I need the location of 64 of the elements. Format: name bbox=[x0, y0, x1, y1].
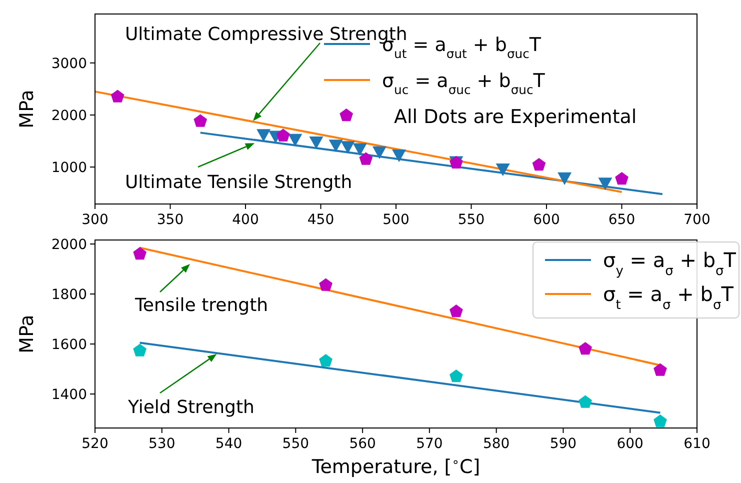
point bbox=[578, 395, 592, 408]
x-tick-label: 530 bbox=[148, 436, 176, 452]
x-tick-label: 560 bbox=[349, 436, 376, 452]
point bbox=[372, 146, 386, 159]
y-tick-label: 1000 bbox=[51, 160, 87, 176]
x-tick-label: 540 bbox=[215, 436, 242, 452]
point bbox=[288, 134, 302, 146]
x-tick-label: 520 bbox=[82, 436, 108, 452]
point bbox=[340, 108, 353, 122]
x-tick-label: 700 bbox=[684, 212, 710, 228]
point bbox=[328, 140, 343, 152]
x-tick-label: 600 bbox=[533, 212, 560, 228]
point bbox=[654, 414, 667, 428]
x-axis-title: Temperature, [$^{∘}$C] bbox=[310, 455, 480, 478]
point bbox=[133, 344, 146, 356]
point bbox=[340, 141, 355, 154]
point bbox=[319, 278, 332, 291]
point bbox=[598, 178, 612, 190]
x-tick-label: 600 bbox=[616, 436, 644, 452]
y-axis-title: MPa bbox=[16, 314, 38, 354]
x-tick-label: 610 bbox=[684, 436, 710, 452]
point bbox=[654, 363, 667, 376]
point bbox=[532, 158, 546, 171]
x-tick-label: 450 bbox=[307, 212, 334, 228]
point bbox=[578, 342, 592, 355]
x-tick-label: 350 bbox=[156, 212, 184, 228]
point bbox=[450, 370, 463, 382]
y-tick-label: 1400 bbox=[51, 387, 87, 403]
x-tick-label: 500 bbox=[382, 212, 410, 228]
legend-label: σ$_{uc}$ = a$_{σuc}$ + b$_{σuc}$T bbox=[382, 70, 546, 97]
point bbox=[558, 172, 572, 185]
point bbox=[496, 164, 510, 176]
x-tick-label: 580 bbox=[482, 436, 510, 452]
annotation: Ultimate Tensile Strength bbox=[125, 172, 352, 193]
point bbox=[256, 129, 271, 142]
point bbox=[319, 354, 332, 367]
legend-label: σ$_{t}$ = a$_{σ}$ + b$_{σ}$T bbox=[603, 282, 734, 312]
annotation: Yield Strength bbox=[127, 397, 254, 418]
point bbox=[194, 114, 208, 127]
y-axis-title: MPa bbox=[16, 90, 38, 128]
point bbox=[309, 136, 324, 150]
x-tick-label: 300 bbox=[82, 212, 108, 228]
point bbox=[615, 172, 628, 185]
y-tick-label: 2000 bbox=[51, 108, 87, 124]
y-tick-label: 1600 bbox=[51, 337, 87, 353]
y-tick-label: 3000 bbox=[51, 56, 87, 72]
x-tick-label: 550 bbox=[282, 436, 310, 452]
y-tick-label: 2000 bbox=[51, 237, 87, 253]
y-tick-label: 1800 bbox=[51, 287, 87, 303]
annotation: All Dots are Experimental bbox=[394, 106, 637, 128]
x-tick-label: 400 bbox=[232, 212, 259, 228]
x-tick-label: 570 bbox=[416, 436, 443, 452]
x-tick-label: 550 bbox=[458, 212, 485, 228]
point bbox=[392, 149, 406, 162]
point bbox=[450, 304, 463, 318]
annotation: Tensile trength bbox=[134, 295, 268, 316]
point bbox=[276, 128, 290, 142]
point bbox=[352, 143, 367, 156]
legend-label: σ$_{y}$ = a$_{σ}$ + b$_{σ}$T bbox=[603, 248, 737, 278]
point bbox=[110, 90, 124, 102]
x-tick-label: 650 bbox=[608, 212, 636, 228]
x-tick-label: 590 bbox=[550, 436, 577, 452]
point bbox=[359, 152, 373, 165]
point bbox=[133, 247, 146, 260]
